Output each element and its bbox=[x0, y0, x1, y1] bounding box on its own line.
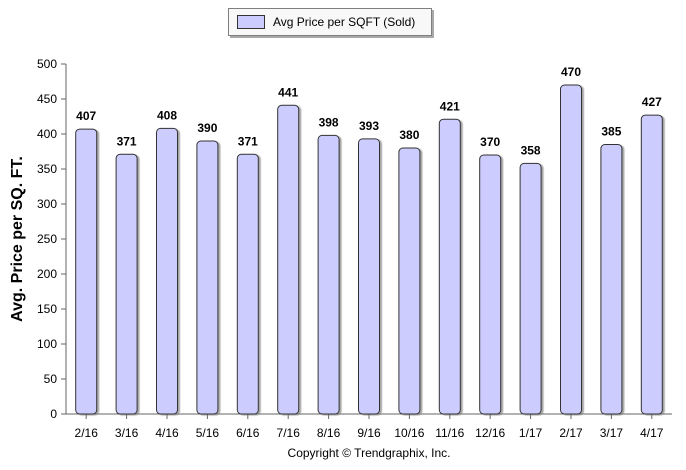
bar bbox=[398, 147, 421, 415]
x-axis-tick-label: 4/17 bbox=[640, 426, 664, 440]
x-axis-tick-label: 3/17 bbox=[600, 426, 624, 440]
y-axis-tick-label: 0 bbox=[50, 407, 57, 421]
data-label: 441 bbox=[278, 85, 298, 99]
x-axis-tick-label: 3/16 bbox=[115, 426, 139, 440]
bar bbox=[277, 104, 300, 415]
x-axis-tick-label: 5/16 bbox=[196, 426, 220, 440]
data-label: 371 bbox=[117, 134, 137, 148]
x-axis-tick-label: 10/16 bbox=[394, 426, 424, 440]
bar bbox=[317, 134, 340, 415]
legend-swatch bbox=[237, 15, 265, 29]
x-axis-tick-label: 9/16 bbox=[357, 426, 381, 440]
bar bbox=[236, 153, 259, 415]
y-axis-tick-label: 300 bbox=[37, 197, 57, 211]
bar bbox=[438, 118, 461, 415]
data-label: 390 bbox=[197, 121, 217, 135]
x-axis-tick-label: 2/16 bbox=[75, 426, 99, 440]
bar bbox=[75, 128, 98, 415]
y-axis-tick-label: 150 bbox=[37, 302, 57, 316]
copyright-text: Copyright © Trendgraphix, Inc. bbox=[287, 446, 451, 460]
y-axis-title: Avg. Price per SQ. FT. bbox=[9, 156, 26, 322]
y-axis-tick-label: 500 bbox=[37, 57, 57, 71]
data-label: 427 bbox=[642, 95, 662, 109]
y-axis-tick-label: 200 bbox=[37, 267, 57, 281]
data-label: 393 bbox=[359, 119, 379, 133]
data-label: 385 bbox=[601, 125, 621, 139]
bar bbox=[560, 84, 582, 415]
legend-label: Avg Price per SQFT (Sold) bbox=[273, 15, 416, 29]
bar bbox=[600, 144, 623, 415]
data-label: 380 bbox=[399, 128, 419, 142]
x-axis-tick-label: 12/16 bbox=[475, 426, 505, 440]
x-axis-tick-label: 6/16 bbox=[236, 426, 260, 440]
y-axis-tick-label: 50 bbox=[44, 372, 58, 386]
legend: Avg Price per SQFT (Sold) bbox=[228, 8, 432, 36]
data-label: 470 bbox=[561, 65, 581, 79]
data-label: 407 bbox=[76, 109, 96, 123]
bar bbox=[115, 153, 138, 415]
data-label: 421 bbox=[440, 99, 460, 113]
bar bbox=[640, 114, 663, 415]
y-axis-tick-label: 100 bbox=[37, 337, 57, 351]
bar bbox=[358, 138, 380, 415]
bar bbox=[519, 162, 542, 415]
data-label: 370 bbox=[480, 135, 500, 149]
y-axis-tick-label: 350 bbox=[37, 162, 57, 176]
data-label: 371 bbox=[238, 134, 258, 148]
x-axis-tick-label: 7/16 bbox=[277, 426, 301, 440]
x-axis-tick-label: 11/16 bbox=[435, 426, 464, 440]
bar bbox=[479, 154, 502, 415]
y-axis-tick-label: 450 bbox=[37, 92, 57, 106]
data-label: 408 bbox=[157, 108, 177, 122]
data-label: 358 bbox=[521, 143, 541, 157]
x-axis-tick-label: 8/16 bbox=[317, 426, 341, 440]
x-axis-tick-label: 2/17 bbox=[559, 426, 583, 440]
x-axis-tick-label: 1/17 bbox=[519, 426, 543, 440]
y-axis-tick-label: 250 bbox=[37, 232, 57, 246]
x-axis-tick-label: 4/16 bbox=[155, 426, 179, 440]
y-axis-tick-label: 400 bbox=[37, 127, 57, 141]
bar bbox=[156, 127, 178, 415]
bar bbox=[196, 140, 219, 415]
data-label: 398 bbox=[319, 115, 339, 129]
